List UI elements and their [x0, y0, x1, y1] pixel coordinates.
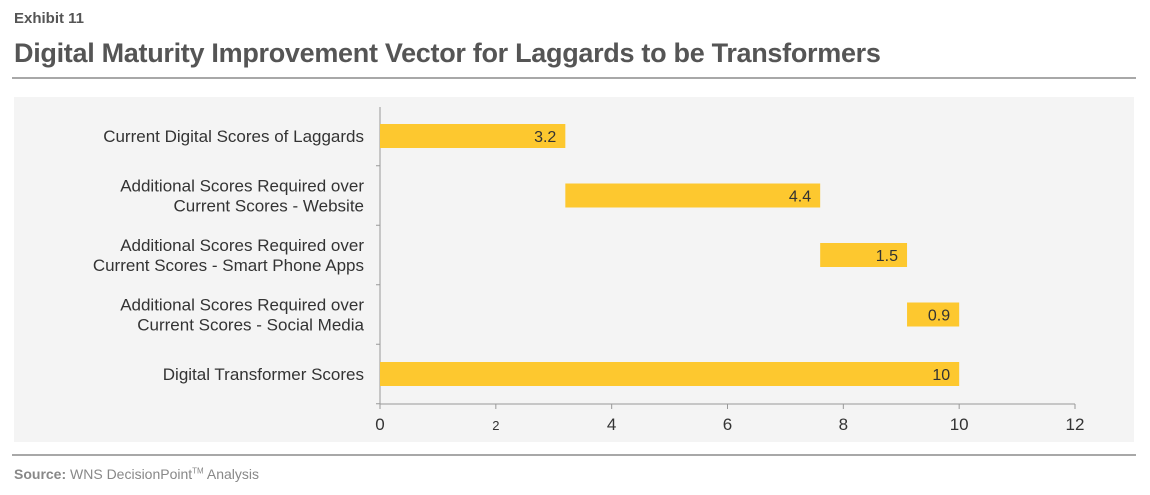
- category-label: Current Digital Scores of Laggards: [103, 127, 364, 146]
- source-note: Source: WNS DecisionPointTM Analysis: [14, 466, 259, 482]
- x-tick-label: 12: [1066, 415, 1085, 434]
- category-label: Digital Transformer Scores: [163, 365, 364, 384]
- bar-value-label: 10: [932, 367, 950, 384]
- source-suffix: Analysis: [203, 466, 259, 482]
- category-label: Additional Scores Required over: [120, 296, 364, 315]
- chart-title: Digital Maturity Improvement Vector for …: [14, 38, 881, 68]
- bar-value-label: 0.9: [928, 308, 950, 325]
- source-label: Source:: [14, 466, 67, 482]
- bar-value-label: 4.4: [789, 189, 811, 206]
- bar: [380, 362, 960, 386]
- category-label: Additional Scores Required over: [120, 236, 364, 255]
- category-label: Current Scores - Website: [173, 197, 364, 216]
- bar-value-label: 1.5: [876, 248, 898, 265]
- bottom-divider: [12, 454, 1136, 456]
- x-tick-label: 8: [839, 415, 848, 434]
- top-divider: [12, 77, 1136, 79]
- category-label: Current Scores - Social Media: [137, 316, 364, 335]
- bar: [820, 243, 908, 267]
- exhibit-label: Exhibit 11: [14, 10, 85, 27]
- bar: [565, 183, 821, 208]
- trademark-mark: TM: [192, 466, 204, 476]
- category-label: Current Scores - Smart Phone Apps: [93, 256, 364, 275]
- source-text: WNS DecisionPoint: [66, 466, 193, 482]
- x-tick-label: 0: [375, 415, 384, 434]
- bar-value-label: 3.2: [534, 129, 556, 146]
- bar: [907, 302, 960, 327]
- x-tick-label: 10: [950, 415, 969, 434]
- category-label: Additional Scores Required over: [120, 177, 364, 196]
- x-tick-label: 4: [607, 415, 616, 434]
- x-tick-label: 6: [723, 415, 732, 434]
- bar: [380, 124, 566, 148]
- x-tick-label: 2: [492, 418, 499, 433]
